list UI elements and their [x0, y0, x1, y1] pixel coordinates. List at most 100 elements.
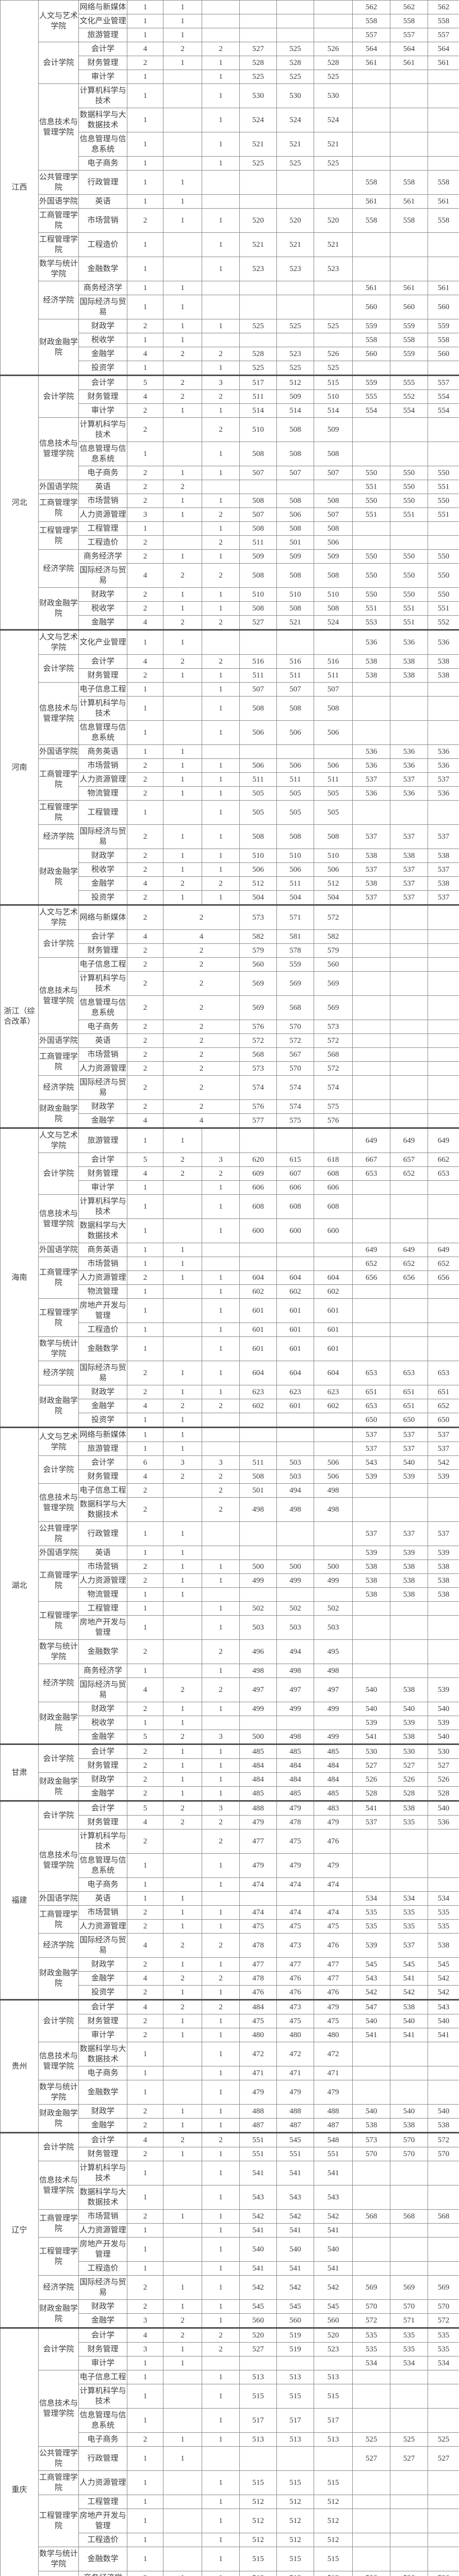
value-cell: [390, 1218, 428, 1243]
major-cell: 会计学: [78, 1743, 127, 1759]
value-cell: 1: [163, 890, 202, 905]
value-cell: 477: [276, 1957, 314, 1972]
value-cell: [239, 1427, 277, 1442]
major-cell: 国际经济与贸易: [78, 1677, 127, 1702]
value-cell: 542: [390, 1985, 428, 2000]
value-cell: 503: [276, 1615, 314, 1640]
value-cell: 1: [127, 295, 163, 319]
table-row: 人力资源管理 1 1 541 541 541: [1, 2223, 459, 2238]
value-cell: [352, 995, 390, 1020]
table-row: 物流管理 2 1 1 505 505 505 536 536 536: [1, 786, 459, 801]
value-cell: 656: [352, 1270, 390, 1285]
value-cell: [428, 521, 459, 536]
value-cell: [163, 2223, 202, 2238]
college-cell: 财政金融学院: [38, 849, 79, 905]
value-cell: 525: [314, 156, 353, 171]
value-cell: 550: [428, 494, 459, 508]
value-cell: 2: [163, 1061, 240, 1076]
value-cell: 537: [390, 1521, 428, 1546]
value-cell: 2: [163, 1469, 202, 1484]
value-cell: 512: [239, 2495, 277, 2509]
value-cell: 1: [202, 108, 240, 132]
value-cell: 2: [163, 995, 240, 1020]
value-cell: 568: [276, 995, 314, 1020]
value-cell: [428, 1194, 459, 1219]
value-cell: 508: [314, 494, 353, 508]
value-cell: 650: [390, 1413, 428, 1428]
value-cell: 524: [239, 108, 277, 132]
value-cell: 541: [239, 2261, 277, 2276]
value-cell: [163, 1601, 202, 1616]
table-row: 工程管理学院 工程管理 1 1 502 502 502: [1, 1601, 459, 1640]
value-cell: 1: [202, 862, 240, 877]
value-cell: [390, 1483, 428, 1498]
value-cell: 2: [163, 904, 240, 930]
value-cell: 2: [127, 2432, 163, 2447]
table-row: 财务管理 2 1 1 528 528 528 561 561 561: [1, 56, 459, 70]
value-cell: 512: [276, 2495, 314, 2509]
value-cell: 535: [428, 1919, 459, 1934]
value-cell: 1: [202, 1284, 240, 1299]
value-cell: [428, 682, 459, 697]
value-cell: 2: [127, 1639, 163, 1664]
value-cell: [352, 943, 390, 958]
college-cell: 财政金融学院: [38, 2104, 79, 2133]
value-cell: 1: [127, 132, 163, 157]
value-cell: 536: [428, 1815, 459, 1829]
table-row: 投资学 1 1 650 650 650: [1, 1413, 459, 1428]
value-cell: 1: [127, 108, 163, 132]
value-cell: [390, 2042, 428, 2066]
value-cell: 1: [163, 1891, 202, 1906]
table-row: 工程造价 1 1 512 512 512: [1, 2533, 459, 2547]
value-cell: 4: [127, 654, 163, 669]
value-cell: 542: [276, 2209, 314, 2224]
value-cell: [428, 70, 459, 84]
table-row: 金融学 4 4 577 575 576: [1, 1113, 459, 1128]
value-cell: 540: [352, 1702, 390, 1716]
value-cell: 2: [127, 466, 163, 480]
value-cell: 475: [314, 1919, 353, 1934]
value-cell: 538: [352, 2118, 390, 2133]
value-cell: [163, 2237, 202, 2262]
value-cell: 2: [163, 42, 202, 56]
value-cell: 2: [127, 758, 163, 773]
value-cell: [390, 2161, 428, 2185]
major-cell: 国际经济与贸易: [78, 2275, 127, 2300]
value-cell: 2: [127, 2118, 163, 2133]
value-cell: [314, 281, 353, 295]
major-cell: 国际经济与贸易: [78, 1361, 127, 1385]
table-row: 信息管理与信息系统 1 1 479 479 479: [1, 1853, 459, 1878]
value-cell: 2: [202, 1469, 240, 1484]
value-cell: [314, 0, 353, 14]
table-row: 金融学 2 1 1 487 487 487 538 538 538: [1, 2118, 459, 2133]
value-cell: 508: [276, 494, 314, 508]
value-cell: 1: [202, 2080, 240, 2105]
value-cell: [352, 535, 390, 550]
value-cell: 1: [127, 2237, 163, 2262]
value-cell: 1: [163, 668, 202, 683]
value-cell: 2: [127, 1957, 163, 1972]
value-cell: [390, 232, 428, 257]
table-row: 人力资源管理 2 1 1 604 604 604 656 656 656: [1, 1270, 459, 1285]
major-cell: 财务管理: [78, 389, 127, 404]
value-cell: 570: [390, 2299, 428, 2314]
value-cell: 4: [127, 1113, 163, 1128]
value-cell: 1: [127, 2161, 163, 2185]
college-cell: 外国语学院: [38, 1033, 79, 1048]
value-cell: 515: [314, 2470, 353, 2495]
value-cell: [352, 720, 390, 745]
value-cell: [202, 28, 240, 42]
value-cell: 511: [276, 772, 314, 787]
value-cell: 506: [314, 862, 353, 877]
value-cell: [163, 2547, 202, 2571]
value-cell: 517: [314, 2408, 353, 2433]
value-cell: 506: [276, 507, 314, 522]
value-cell: 1: [163, 629, 202, 655]
table-row: 审计学 1 1 525 525 525: [1, 70, 459, 84]
value-cell: 559: [390, 319, 428, 333]
value-cell: [163, 2533, 202, 2547]
value-cell: 1: [163, 1243, 202, 1257]
value-cell: 535: [352, 1905, 390, 1920]
value-cell: 541: [239, 2161, 277, 2185]
value-cell: 1: [163, 28, 202, 42]
